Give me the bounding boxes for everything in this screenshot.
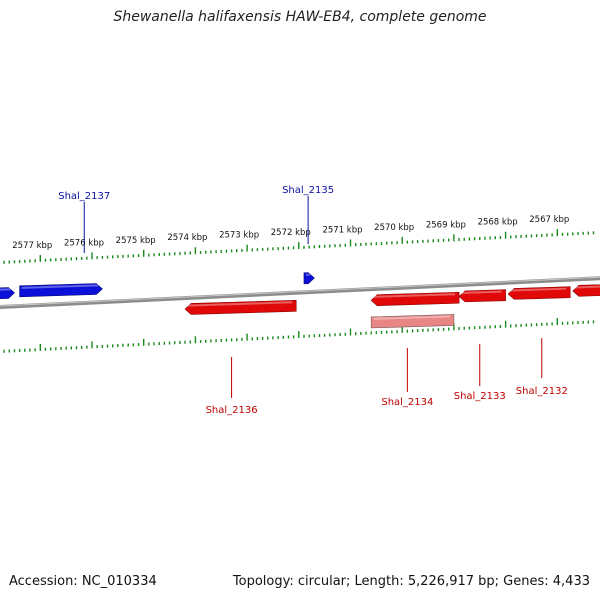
- map-title: Shewanella halifaxensis HAW-EB4, complet…: [0, 9, 600, 25]
- scale-labels: 2577 kbp 2576 kbp 2575 kbp 2574 kbp 2573 kbp…: [12, 215, 569, 251]
- scale-label: 2574 kbp: [167, 233, 207, 243]
- scale-label: 2576 kbp: [64, 238, 104, 248]
- accession-text: Accession: NC_010334: [9, 574, 157, 589]
- scale-label: 2577 kbp: [12, 241, 52, 251]
- gene-highlight: [461, 292, 502, 293]
- scale-label: 2573 kbp: [219, 231, 259, 241]
- genome-summary-text: Topology: circular; Length: 5,226,917 bp…: [233, 574, 590, 589]
- reverse-gene-arrow: [573, 284, 600, 297]
- gene-label-shal-2137: Shal_2137: [58, 191, 110, 202]
- scale-label: 2569 kbp: [426, 220, 466, 230]
- scale-label: 2575 kbp: [116, 236, 156, 246]
- scale-label: 2570 kbp: [374, 223, 414, 233]
- gene-label-shal-2132: Shal_2132: [516, 386, 568, 397]
- scale-label: 2567 kbp: [529, 215, 569, 225]
- scale-label: 2568 kbp: [478, 218, 518, 228]
- scale-label: 2572 kbp: [271, 228, 311, 238]
- gene-label-shal-2133: Shal_2133: [454, 391, 506, 402]
- gene-label-shal-2136: Shal_2136: [206, 405, 258, 416]
- gene-label-shal-2134: Shal_2134: [381, 397, 433, 408]
- gene-label-shal-2135: Shal_2135: [282, 185, 334, 196]
- scale-label: 2571 kbp: [322, 225, 362, 235]
